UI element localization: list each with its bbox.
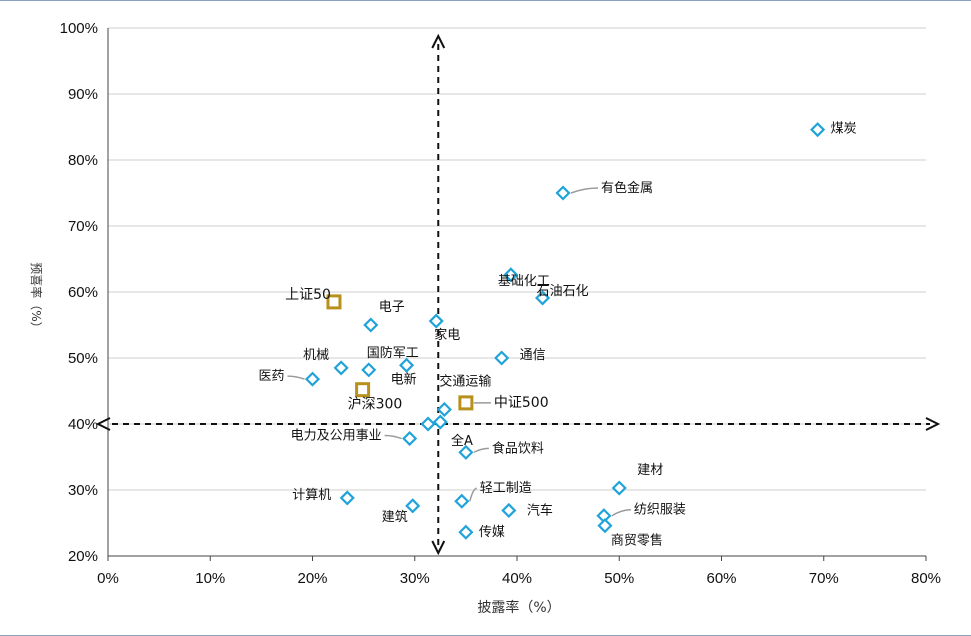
x-axis-title: 披露率（%） [477, 599, 560, 616]
industry-point [611, 480, 627, 496]
industry-point [420, 416, 436, 432]
point-label: 医药 [258, 369, 284, 384]
y-tick-label: 100% [60, 20, 98, 37]
industry-point [454, 493, 470, 509]
industry-point [503, 267, 519, 283]
industry-point [428, 313, 444, 329]
label-leader [384, 434, 402, 440]
y-tick-label: 20% [68, 548, 98, 565]
arrowhead-down [431, 540, 446, 556]
arrowhead-left [95, 417, 111, 431]
point-label: 电力及公用事业 [291, 429, 382, 444]
point-label: 食品饮料 [492, 440, 544, 456]
industry-point [458, 524, 474, 540]
industry-point [361, 362, 377, 378]
industry-point [501, 502, 517, 519]
arrowhead-up [431, 33, 446, 49]
industry-point [304, 371, 321, 387]
point-label: 家电 [434, 327, 460, 343]
point-label: 电子 [379, 300, 405, 315]
point-label: 基础化工 [498, 274, 550, 289]
x-tick-label: 40% [502, 570, 532, 587]
point-label: 国防军工 [367, 345, 419, 361]
arrowhead-right [925, 417, 941, 431]
y-tick-label: 40% [68, 416, 98, 433]
point-label: 计算机 [292, 488, 331, 503]
industry-point [363, 317, 379, 333]
index-point [458, 395, 474, 411]
point-label: 传媒 [479, 525, 505, 540]
x-tick-label: 0% [97, 570, 119, 587]
x-tick-label: 70% [809, 570, 839, 587]
index-point [355, 382, 371, 398]
point-label: 纺织服装 [634, 503, 686, 518]
y-tick-label: 90% [68, 86, 98, 103]
point-label: 交通运输 [439, 373, 491, 389]
point-label: 电新 [391, 371, 417, 387]
point-label: 煤炭 [831, 122, 857, 137]
point-label: 石油石化 [537, 284, 589, 299]
industry-point [432, 414, 448, 430]
y-tick-label: 80% [68, 152, 98, 169]
y-tick-label: 50% [68, 350, 98, 367]
point-label: 建材 [637, 463, 663, 478]
label-leader [287, 375, 305, 380]
label-leader [570, 187, 599, 194]
point-label: 沪深300 [348, 397, 403, 413]
label-leaders [287, 187, 631, 517]
industry-point [535, 290, 551, 306]
point-label: 中证500 [494, 395, 549, 411]
industry-point [402, 430, 418, 447]
data-points [304, 122, 826, 540]
axes: 20% 30% 40% 50% 60% 70% 80% 90% 100% 0% 10% 20% 30% 4… [60, 20, 941, 587]
x-tick-label: 60% [706, 570, 736, 587]
industry-point [810, 122, 826, 138]
industry-point [458, 444, 474, 460]
y-axis-title: 预喜率（%） [29, 262, 44, 333]
point-label: 商贸零售 [611, 533, 663, 549]
point-label: 通信 [520, 348, 546, 363]
industry-point [555, 185, 571, 201]
industry-point [436, 401, 452, 418]
x-tick-label: 10% [195, 570, 225, 587]
gridlines [108, 27, 926, 491]
x-tick-label: 30% [400, 570, 430, 587]
point-label: 上证50 [285, 287, 331, 303]
point-label: 轻工制造 [480, 481, 532, 496]
point-label: 全A [451, 433, 473, 449]
y-tick-label: 30% [68, 482, 98, 499]
industry-point [333, 360, 349, 376]
label-leader [473, 447, 489, 454]
index-point [326, 294, 342, 310]
industry-point [399, 357, 415, 373]
point-label: 汽车 [527, 502, 553, 518]
point-label: 建筑 [382, 509, 408, 525]
industry-point [339, 490, 355, 506]
label-leader [469, 487, 477, 502]
y-tick-label: 70% [68, 218, 98, 235]
point-label: 机械 [303, 348, 329, 363]
reference-lines [95, 33, 941, 556]
label-leader [611, 508, 631, 517]
industry-point [405, 498, 421, 514]
point-label: 有色金属 [601, 180, 653, 196]
x-tick-label: 50% [604, 570, 634, 587]
industry-point [494, 350, 510, 366]
industry-point [597, 518, 613, 534]
y-tick-label: 60% [68, 284, 98, 301]
x-tick-label: 20% [297, 570, 327, 587]
x-tick-label: 80% [911, 570, 941, 587]
